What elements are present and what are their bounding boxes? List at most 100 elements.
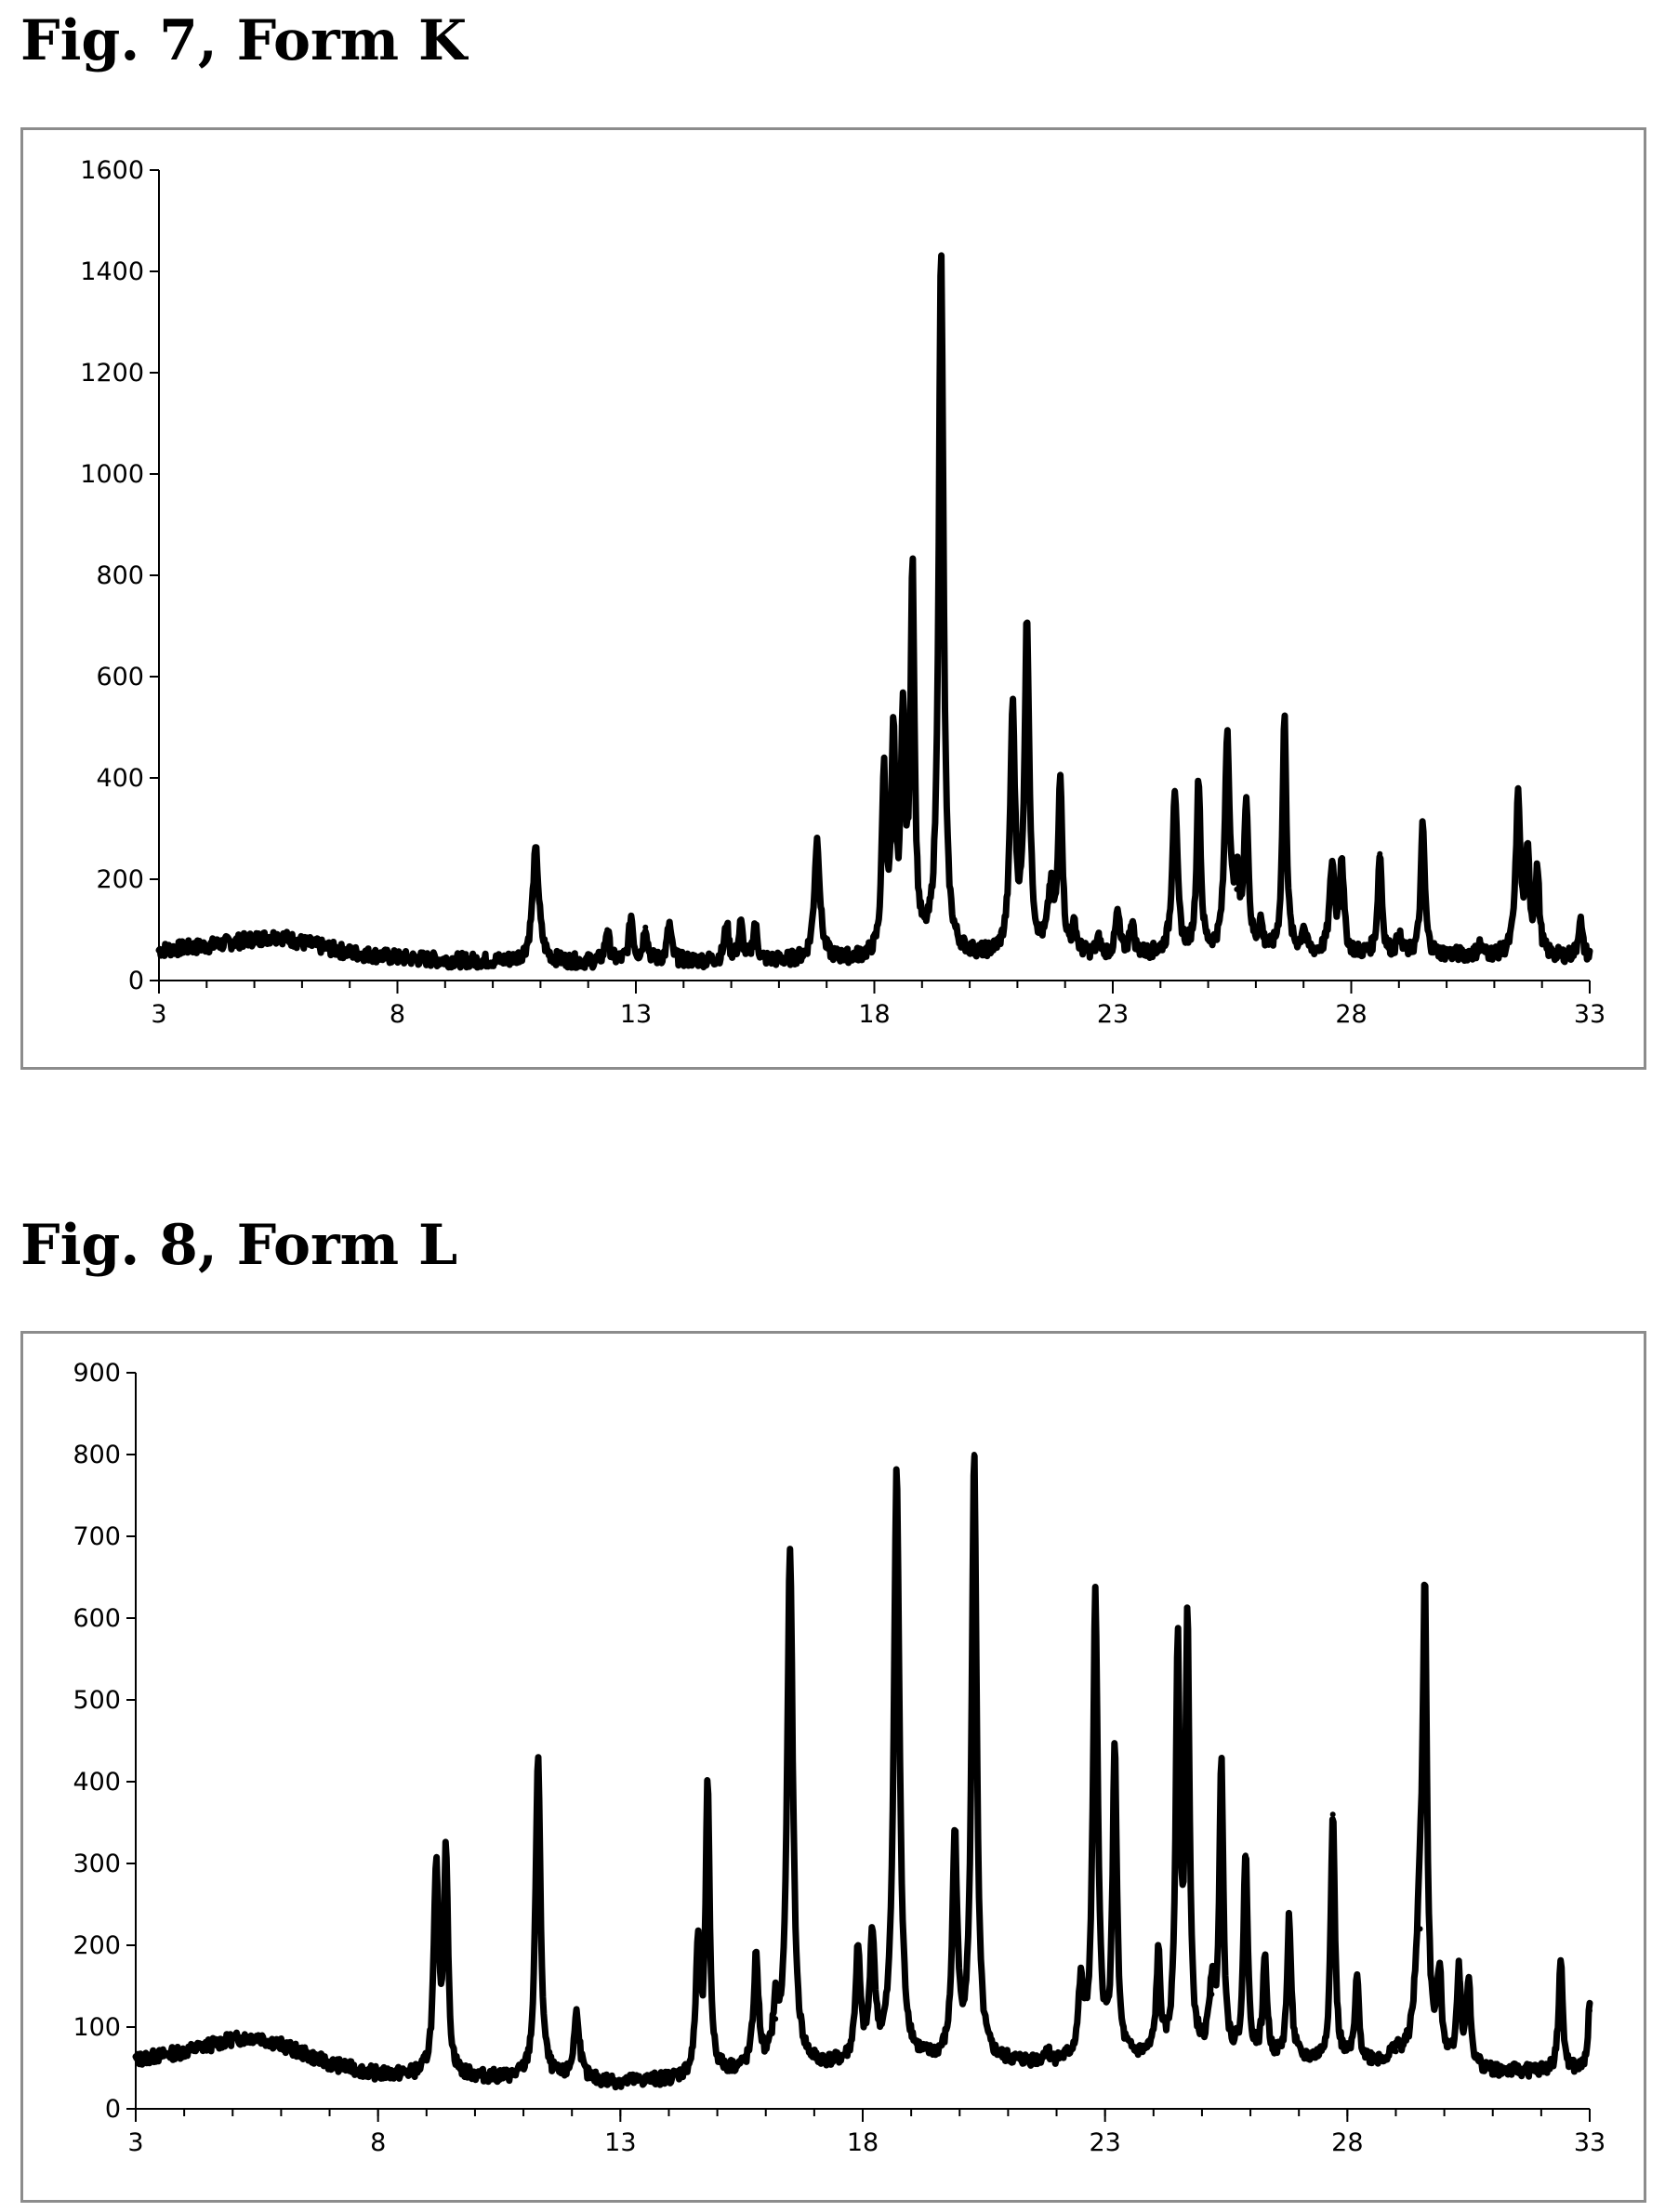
chart-1-y-tick-label: 500 xyxy=(73,1686,121,1715)
chart-0-peak-point xyxy=(909,574,916,581)
chart-0-peak-point xyxy=(1281,717,1288,723)
chart-0-y-tick-label: 1600 xyxy=(80,156,144,185)
chart-1-peak-point xyxy=(1354,1979,1360,1985)
chart-0-peak-point xyxy=(1095,940,1102,946)
chart-1-y-tick-label: 900 xyxy=(73,1359,121,1388)
chart-1-x-tick-label: 23 xyxy=(1089,2128,1120,2157)
chart-0-peak-point xyxy=(1420,823,1426,829)
chart-0-peak-point xyxy=(737,923,744,929)
chart-1-y-tick-label: 0 xyxy=(105,2095,121,2124)
chart-1-peak-point xyxy=(535,1754,541,1760)
chart-1-peak-point xyxy=(869,1938,876,1944)
chart-1-x-tick-label: 33 xyxy=(1574,2128,1606,2157)
chart-0-y-tick-label: 800 xyxy=(96,561,144,590)
chart-0-peak-point xyxy=(1057,777,1064,783)
chart-1-peak-point xyxy=(1262,1958,1268,1965)
chart-0-peak-point xyxy=(938,253,945,259)
xrpd-chart-form-k: 0 200 400 600 800 1000 1200 1400 1600 3 8 13 18 23 28 3… xyxy=(80,156,1606,1029)
chart-1-peak-point xyxy=(1112,1745,1118,1752)
chart-0-peak-point xyxy=(1071,927,1077,933)
chart-0-peak-point xyxy=(900,724,906,731)
chart-0-peak-point xyxy=(1328,863,1335,870)
chart-1-peak-point xyxy=(1174,1652,1181,1658)
chart-1-x-tick-label: 18 xyxy=(847,2128,879,2157)
chart-0-peak-point xyxy=(1196,780,1202,786)
chart-1-peak-point xyxy=(1393,2048,1399,2055)
chart-1-y-tick-label: 400 xyxy=(73,1768,121,1797)
chart-0-x-tick-label: 8 xyxy=(390,1000,405,1029)
chart-1-peak-point xyxy=(433,1873,440,1879)
chart-0-y-tick-label: 600 xyxy=(96,663,144,691)
chart-1-peak-point xyxy=(574,2011,580,2018)
chart-1-diffraction-trace xyxy=(132,1453,1593,2091)
chart-1-x-tick-label: 3 xyxy=(127,2128,143,2157)
chart-1-peak-point xyxy=(773,2016,779,2022)
chart-1-peak-point xyxy=(1218,1766,1224,1772)
chart-1-peak-point xyxy=(705,1786,711,1793)
chart-1-peak-point xyxy=(1209,1991,1215,1997)
chart-0-peak-point xyxy=(1515,797,1522,804)
chart-1-peak-point xyxy=(1286,1917,1292,1924)
chart-0-y-tick-label: 1400 xyxy=(80,257,144,286)
chart-0-y-tick-label: 200 xyxy=(96,865,144,894)
chart-1-y-tick-label: 100 xyxy=(73,2013,121,2042)
chart-0-peak-point xyxy=(1243,802,1249,809)
chart-1-peak-point xyxy=(1077,1991,1084,1997)
chart-1-peak-point xyxy=(1044,2048,1051,2055)
chart-1-peak-point xyxy=(1092,1599,1099,1605)
chart-0-peak-point xyxy=(1534,871,1540,877)
chart-1-peak-point xyxy=(1465,1983,1472,1989)
chart-0-peak-point xyxy=(1339,858,1345,864)
chart-0-peak-point xyxy=(723,922,730,928)
chart-1-peak-point xyxy=(1329,1811,1336,1818)
chart-0-x-tick-label: 18 xyxy=(858,1000,890,1029)
chart-0-peak-point xyxy=(604,927,611,933)
chart-1-y-tick-label: 200 xyxy=(73,1931,121,1960)
chart-0-peak-point xyxy=(891,749,897,756)
chart-0-y-tick-label: 1200 xyxy=(80,359,144,388)
chart-0-peak-point xyxy=(1258,924,1264,930)
chart-0-y-tick-label: 400 xyxy=(96,764,144,793)
chart-0-y-tick-label: 1000 xyxy=(80,460,144,489)
chart-0-peak-point xyxy=(1525,861,1531,867)
chart-0-peak-point xyxy=(1301,927,1307,933)
figure-title-form-l: Fig. 8, Form L xyxy=(20,1213,458,1278)
chart-0-x-tick-label: 33 xyxy=(1574,1000,1606,1029)
chart-1-peak-point xyxy=(1557,1958,1564,1965)
chart-1-peak-point xyxy=(1587,2008,1592,2014)
chart-1-peak-point xyxy=(786,1554,793,1560)
chart-1-peak-point xyxy=(893,1472,900,1478)
chart-0-peak-point xyxy=(1577,916,1583,923)
chart-1-peak-point xyxy=(1184,1627,1191,1634)
chart-0-peak-point xyxy=(1010,714,1016,720)
chart-frame-form-l: 0 100 200 300 400 500 600 700 800 900 3 8 13 18 23 28 33 xyxy=(20,1331,1646,2203)
chart-0-x-tick-label: 13 xyxy=(620,1000,652,1029)
chart-0-peak-point xyxy=(1024,625,1030,632)
figure-title-form-k: Fig. 7, Form K xyxy=(20,8,468,73)
chart-1-peak-point xyxy=(443,1852,449,1859)
chart-0-x-tick-label: 23 xyxy=(1097,1000,1129,1029)
chart-frame-form-k: 0 200 400 600 800 1000 1200 1400 1600 3 8 13 18 23 28 3… xyxy=(20,127,1646,1070)
chart-1-peak-point xyxy=(1417,1926,1423,1932)
chart-1-peak-point xyxy=(971,1452,977,1457)
chart-1-peak-point xyxy=(1456,1970,1462,1977)
chart-1-peak-point xyxy=(854,1955,861,1961)
chart-1-y-tick-label: 700 xyxy=(73,1522,121,1551)
chart-1-y-tick-label: 800 xyxy=(73,1441,121,1469)
chart-0-peak-point xyxy=(628,914,634,920)
chart-0-peak-point xyxy=(1224,737,1231,744)
chart-1-peak-point xyxy=(952,1840,958,1846)
chart-1-peak-point xyxy=(694,1946,701,1953)
chart-1-peak-point xyxy=(1156,1958,1162,1965)
chart-0-peak-point xyxy=(533,849,539,855)
chart-1-peak-point xyxy=(1421,1639,1428,1646)
chart-0-peak-point xyxy=(1395,934,1402,941)
chart-0-peak-point xyxy=(813,838,820,845)
chart-0-peak-point xyxy=(642,924,649,930)
xrpd-chart-form-l: 0 100 200 300 400 500 600 700 800 900 3 8 13 18 23 28 33 xyxy=(73,1359,1606,2157)
chart-0-peak-point xyxy=(1129,919,1135,926)
chart-1-peak-point xyxy=(1436,1979,1443,1985)
chart-0-x-tick-label: 28 xyxy=(1335,1000,1367,1029)
chart-0-peak-point xyxy=(1048,894,1054,901)
chart-0-peak-point xyxy=(1234,886,1240,892)
